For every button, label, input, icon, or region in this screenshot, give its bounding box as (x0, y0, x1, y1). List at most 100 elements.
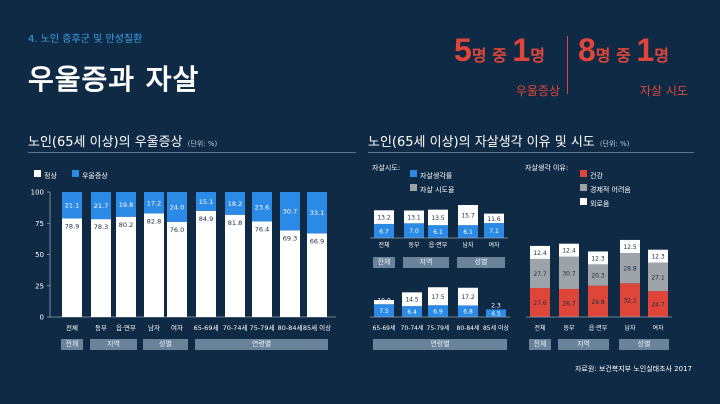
bar-health (620, 283, 640, 317)
left-unit: (단위: %) (187, 140, 218, 148)
bar-attempt-rate (374, 304, 394, 317)
x-tick-label: 읍·면부 (589, 324, 608, 332)
legend-swatch-economic (580, 184, 587, 191)
bar-attempt-rate (402, 306, 422, 317)
bar-loneliness (530, 245, 550, 259)
legend-a-item: 자살 시도율 (410, 177, 454, 196)
x-tick-label: 85세 이상 (483, 324, 510, 332)
legend-a-item: 자살생각률 (410, 163, 452, 182)
right-section-title: 노인(65세 이상)의 자살생각 이유 및 시도 (단위: %) (368, 131, 629, 150)
data-label-attempt: 6.9 (433, 309, 443, 316)
x-tick-label: 동부 (95, 324, 107, 332)
bar-health (648, 291, 668, 317)
x-tick-label: 75-79세 (250, 323, 275, 332)
data-label-normal: 69.3 (283, 234, 297, 242)
bar-economic (620, 253, 640, 284)
data-label-normal: 84.9 (199, 215, 213, 223)
data-label-reason: 32.1 (623, 298, 637, 305)
bar-loneliness (648, 249, 668, 263)
x-tick-label: 여자 (488, 241, 500, 249)
data-label-depression: 21.7 (94, 202, 108, 210)
data-label-depression: 21.1 (65, 202, 79, 210)
x-tick-label: 전체 (378, 241, 389, 249)
bar-depression (116, 192, 136, 217)
highlight-number: 8 (578, 32, 596, 68)
bar-loneliness (620, 239, 640, 254)
bar-ideation-rate (402, 292, 422, 307)
x-tick-label: 80-84세 (457, 324, 480, 332)
highlight-depression: 5명 중 1명 (454, 32, 545, 69)
bar-attempt-rate (404, 223, 424, 238)
data-label-attempt: 6.1 (463, 229, 473, 236)
group-label: 연령별 (373, 339, 507, 350)
y-tick-label: 50 (35, 251, 44, 259)
bar-normal (62, 218, 82, 317)
bar-ideation-rate (374, 300, 394, 305)
x-tick-label: 전체 (534, 324, 545, 332)
y-tick-label: 0 (40, 314, 44, 322)
bar-economic (648, 262, 668, 292)
page-title: 우울증과 자살 (28, 63, 200, 96)
group-label: 지역 (558, 339, 609, 350)
data-label-reason: 27.6 (533, 300, 547, 307)
bar-health (559, 288, 579, 317)
data-label-reason: 12.4 (533, 250, 547, 257)
x-tick-label: 70-74세 (401, 324, 424, 332)
bar-economic (530, 258, 550, 289)
right-unit: (단위: %) (599, 140, 630, 148)
data-label-reason: 26.7 (562, 300, 576, 307)
bar-normal (307, 233, 327, 317)
data-label-depression: 18.2 (228, 200, 242, 208)
x-tick-label: 남자 (624, 324, 636, 332)
bar-ideation-rate (458, 205, 478, 226)
data-label-attempt: 7.1 (489, 228, 499, 235)
group-label: 지역 (403, 257, 449, 268)
legend-b-item: 외로움 (580, 191, 609, 210)
bar-health (530, 288, 550, 317)
x-tick-label: 동부 (408, 242, 420, 249)
source-note: 자료원: 보건복지부 노인실태조사 2017 (574, 365, 692, 373)
bar-attempt-rate (428, 305, 448, 317)
data-label-reason: 24.7 (651, 302, 665, 309)
data-label-normal: 76.4 (255, 226, 269, 234)
highlight-number: 1 (636, 32, 655, 68)
data-label-depression: 24.0 (170, 204, 184, 212)
bar-depression (144, 192, 164, 214)
data-label-reason: 20.3 (591, 273, 605, 280)
bar-ideation-rate (484, 213, 504, 224)
data-label-ideation: 11.6 (487, 216, 501, 223)
x-tick-label: 동부 (563, 325, 575, 332)
data-label-normal: 78.3 (94, 223, 108, 231)
bar-depression (307, 192, 327, 234)
bar-depression (225, 192, 245, 215)
bar-depression (62, 192, 82, 219)
data-label-attempt: 4.5 (491, 311, 501, 318)
legend-swatch-loneliness (580, 198, 587, 205)
highlight-suicide: 8명 중 1명 (578, 32, 669, 69)
data-label-reason: 12.5 (623, 244, 637, 251)
data-label-ideation: 17.2 (461, 294, 475, 301)
group-label: 전체 (529, 339, 551, 350)
x-tick-label: 읍·면부 (429, 241, 448, 249)
bar-ideation-rate (428, 209, 448, 226)
x-tick-label: 80-84세 (278, 323, 303, 332)
bar-depression (91, 192, 111, 220)
data-label-ideation: 13.1 (407, 214, 421, 221)
y-tick-label: 25 (35, 282, 44, 290)
bar-ideation-rate (374, 210, 394, 224)
legend-label: 외로움 (590, 200, 610, 208)
legend-a-heading: 자살시도: (372, 164, 401, 172)
data-label-normal: 66.9 (310, 237, 324, 245)
data-label-depression: 19.8 (119, 201, 133, 209)
bar-normal (280, 230, 300, 317)
x-tick-label: 남자 (148, 323, 160, 332)
legend-label: 우울증상 (81, 172, 108, 180)
x-tick-label: 읍·면부 (116, 323, 136, 332)
right-title-underline (368, 152, 694, 153)
x-tick-label: 여자 (652, 324, 664, 332)
x-tick-label: 75-79세 (427, 324, 450, 332)
bar-ideation-rate (404, 210, 424, 224)
highlight-text: 명 (530, 46, 545, 65)
highlight-caption: 자살 시도 (640, 84, 688, 98)
data-label-reason: 29.8 (591, 299, 605, 306)
